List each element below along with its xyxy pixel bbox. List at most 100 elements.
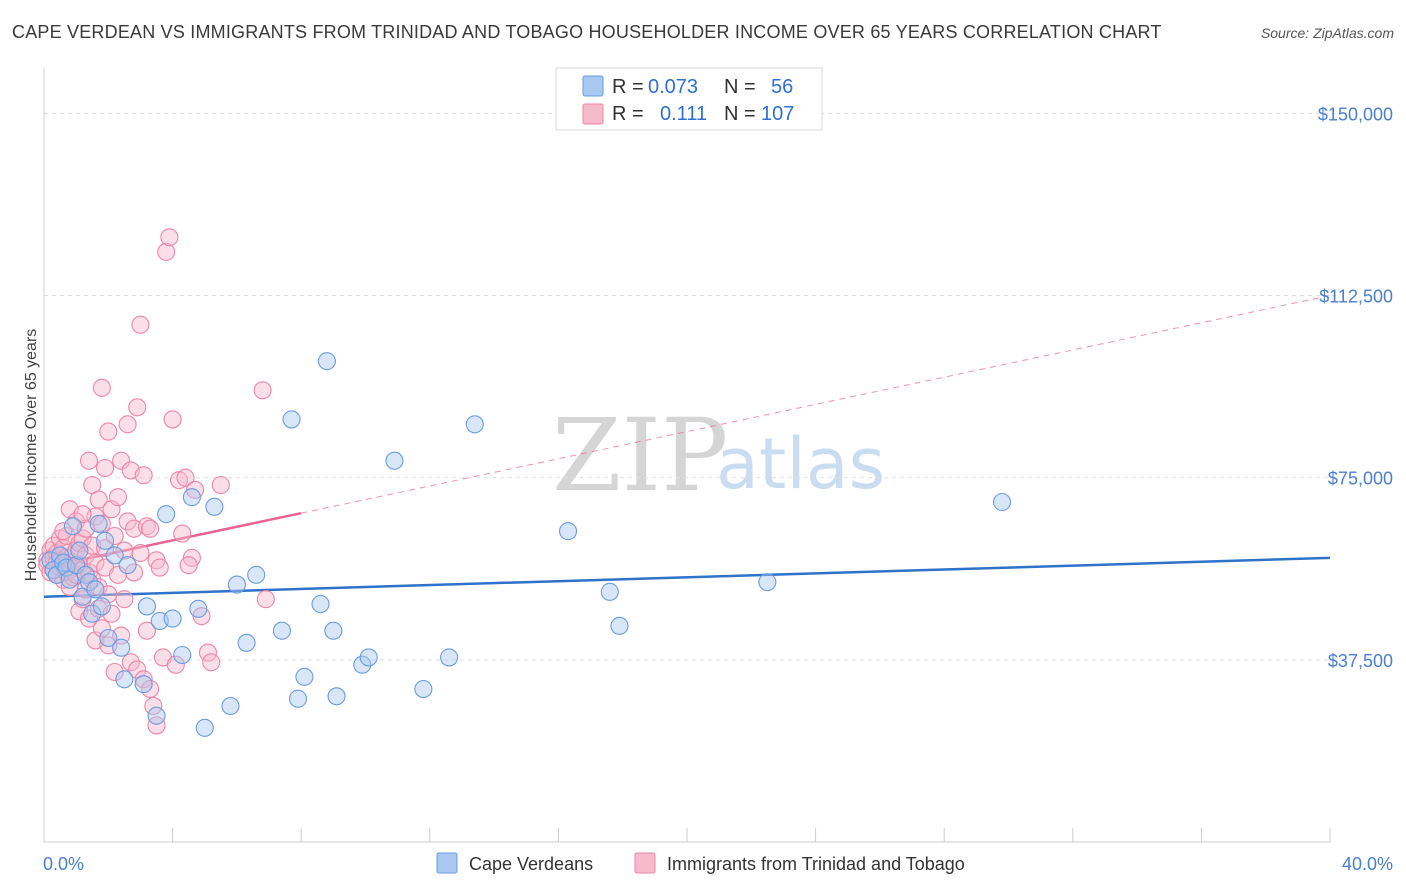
trend-line-cape-verdean (43, 556, 1331, 598)
cape-verdean-point (440, 648, 459, 667)
trinidad-tobago-point (86, 553, 105, 572)
cape-verdean-point (79, 573, 99, 592)
cape-verdean-point (353, 655, 372, 674)
bottom-legend-label: Cape Verdeans (469, 854, 593, 874)
trinidad-tobago-point (131, 543, 150, 563)
cape-verdean-point (205, 497, 224, 516)
trinidad-tobago-point (112, 451, 131, 470)
trinidad-tobago-point (118, 415, 137, 434)
cape-verdean-point (86, 580, 105, 599)
legend-n-value: 107 (761, 103, 794, 125)
cape-verdean-point (67, 556, 86, 575)
cape-verdean-point (324, 621, 343, 640)
bottom-legend: Cape Verdeans Immigrants from Trinidad a… (436, 852, 965, 874)
trinidad-tobago-point (67, 512, 86, 531)
trinidad-tobago-point (202, 653, 221, 672)
legend-swatch-blue (582, 75, 604, 97)
trend-line-trinidad-solid (43, 511, 302, 569)
trinidad-tobago-point (253, 381, 272, 400)
cape-verdean-point (105, 546, 124, 565)
trinidad-tobago-point (211, 475, 230, 495)
cape-verdean-point (182, 488, 201, 507)
legend-r-value: 0.073 (648, 76, 698, 98)
trinidad-tobago-point (89, 490, 108, 509)
cape-verdean-point (89, 514, 108, 533)
trinidad-tobago-point (163, 410, 182, 429)
cape-verdean-point (189, 599, 208, 618)
cape-verdean-point (112, 638, 131, 657)
trinidad-tobago-point (105, 662, 124, 682)
cape-verdean-point (237, 633, 256, 652)
watermark-atlas: atlas (716, 423, 885, 505)
cape-verdean-point (92, 597, 111, 616)
trinidad-tobago-point (115, 590, 134, 609)
trinidad-tobago-point (92, 378, 111, 397)
cape-verdean-point (221, 696, 240, 716)
cape-verdean-point (282, 410, 301, 429)
legend-r-label: R = (612, 76, 644, 98)
trinidad-tobago-point (141, 519, 160, 538)
trinidad-tobago-point (160, 228, 179, 247)
trinidad-tobago-point (115, 541, 134, 560)
trinidad-tobago-point (96, 539, 115, 558)
trinidad-tobago-point (157, 242, 176, 261)
scatter-points (38, 228, 1012, 737)
y-tick-label: $75,000 (1328, 469, 1393, 489)
legend-box: R = 0.073 N = 56 R = 0.111 N = 107 (555, 67, 823, 131)
trinidad-tobago-point (131, 315, 150, 334)
legend-n-label: N = (724, 103, 756, 125)
cape-verdean-point (147, 706, 166, 725)
axes (43, 68, 1331, 843)
trinidad-tobago-point (79, 609, 99, 628)
cape-verdean-point (96, 531, 115, 550)
trinidad-tobago-point (118, 512, 137, 531)
cape-verdean-point (311, 594, 330, 614)
trinidad-tobago-point (54, 522, 73, 541)
trinidad-tobago-point (89, 577, 108, 597)
cape-verdean-point (134, 675, 153, 694)
trinidad-tobago-point (73, 505, 92, 524)
cape-verdean-point (157, 505, 176, 524)
y-tick-labels: $37,500 $75,000 $112,500 $150,000 (1318, 104, 1393, 670)
watermark-zip: ZIP (552, 397, 728, 514)
trinidad-tobago-point (144, 696, 163, 716)
trinidad-tobago-point (105, 526, 124, 546)
source-credit: Source: ZipAtlas.com (1260, 25, 1394, 41)
trinidad-tobago-point (176, 468, 195, 487)
cape-verdean-point (600, 582, 619, 601)
cape-verdean-point (173, 645, 192, 665)
trinidad-tobago-point (108, 488, 127, 507)
legend-swatch-pink (582, 103, 604, 125)
trinidad-tobago-point (179, 556, 198, 575)
trinidad-tobago-point (256, 590, 275, 609)
trinidad-tobago-point (124, 563, 144, 582)
cape-verdean-point (993, 492, 1012, 512)
cape-verdean-point (118, 556, 137, 575)
cape-verdean-point (227, 575, 246, 594)
trinidad-tobago-point (92, 619, 111, 638)
trinidad-tobago-point (96, 458, 115, 478)
chart-title: CAPE VERDEAN VS IMMIGRANTS FROM TRINIDAD… (12, 22, 1162, 42)
trend-lines (43, 295, 1331, 598)
y-tick-label: $112,500 (1319, 287, 1393, 307)
cape-verdean-point (288, 689, 308, 708)
x-tick-label-min: 0.0% (43, 854, 84, 874)
trinidad-tobago-point (173, 524, 192, 543)
trinidad-tobago-point (108, 565, 127, 584)
cape-verdean-point (163, 609, 182, 628)
cape-verdean-point (295, 667, 314, 686)
bottom-legend-swatch-pink (634, 852, 656, 874)
legend-r-value: 0.111 (660, 103, 707, 125)
cape-verdean-point (610, 616, 629, 635)
trinidad-tobago-point (150, 558, 169, 577)
y-tick-label: $150,000 (1318, 104, 1393, 124)
trinidad-tobago-point (121, 653, 140, 672)
cape-verdean-point (359, 648, 378, 667)
legend-n-label: N = (724, 76, 756, 98)
legend-r-label: R = (612, 103, 644, 125)
trinidad-tobago-point (128, 398, 147, 417)
trinidad-tobago-point (79, 451, 99, 470)
cape-verdean-point (195, 718, 214, 737)
cape-verdean-point (70, 541, 89, 560)
